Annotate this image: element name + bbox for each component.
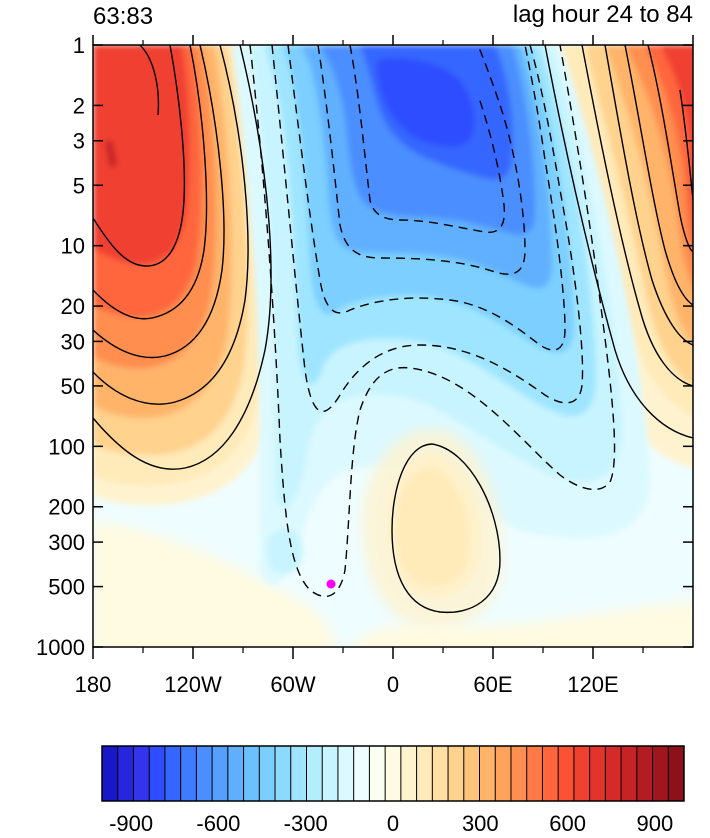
field-cream-lower xyxy=(93,520,338,647)
colorbar-bin-2 xyxy=(133,746,150,801)
contour-neg-4 xyxy=(317,45,526,275)
y-tick-label-9: 200 xyxy=(48,495,85,520)
x-axis: 180 120W 60W 0 60E 120E xyxy=(75,35,694,697)
field-lower-positive-core xyxy=(395,468,469,587)
contour-west-2 xyxy=(93,45,249,405)
colorbar-bin-36 xyxy=(668,746,685,801)
x-tick-label-2: 60W xyxy=(270,672,315,697)
contour-east-6 xyxy=(679,89,693,201)
colorbar-bin-7 xyxy=(212,746,229,801)
colorbar-bin-35 xyxy=(652,746,669,801)
y-tick-label-5: 20 xyxy=(61,294,85,319)
colorbar-bin-0 xyxy=(102,746,119,801)
field-small-negative xyxy=(266,529,304,575)
colorbar-bin-23 xyxy=(463,746,481,801)
colorbar-bin-24 xyxy=(479,746,496,801)
x-tick-label-3: 0 xyxy=(387,672,399,697)
contour-west-4 xyxy=(93,45,208,320)
contour-west-5 xyxy=(93,45,186,267)
colorbar-bin-8 xyxy=(227,746,245,801)
y-tick-label-2: 3 xyxy=(73,129,85,154)
colorbar-bin-17 xyxy=(369,746,386,801)
colorbar-label-4: 300 xyxy=(462,811,499,836)
colorbar-bin-29 xyxy=(558,746,575,801)
colorbar-bin-34 xyxy=(636,746,654,801)
contours-positive xyxy=(93,45,693,614)
colorbar-bin-16 xyxy=(353,746,370,801)
colorbar-bin-15 xyxy=(337,746,355,801)
contour-west-1 xyxy=(93,45,272,470)
colorbar-bin-14 xyxy=(322,746,339,801)
contour-east-2 xyxy=(581,45,693,387)
colorbar-bin-13 xyxy=(306,746,323,801)
colorbar-bin-11 xyxy=(275,746,292,801)
y-tick-label-10: 300 xyxy=(48,530,85,555)
colorbar-bin-4 xyxy=(164,746,182,801)
colorbar-bin-18 xyxy=(385,746,402,801)
colorbar-bin-21 xyxy=(432,746,449,801)
y-tick-label-12: 1000 xyxy=(36,635,85,660)
x-tick-label-4: 60E xyxy=(473,672,512,697)
colorbar-bin-30 xyxy=(573,746,591,801)
colorbar-label-6: 900 xyxy=(637,811,674,836)
colorbar-frame xyxy=(101,745,685,802)
location-marker xyxy=(326,579,336,589)
colorbar-bin-31 xyxy=(589,746,606,801)
x-tick-label-0: 180 xyxy=(75,672,112,697)
y-tick-label-6: 30 xyxy=(61,329,85,354)
contour-west-6 xyxy=(139,45,160,116)
colorbar-bin-9 xyxy=(243,746,260,801)
y-tick-label-1: 2 xyxy=(73,93,85,118)
colorbar-bin-26 xyxy=(510,746,528,801)
colorbar-bin-10 xyxy=(259,746,276,801)
chart-title-right: lag hour 24 to 84 xyxy=(513,1,693,28)
field-west-positive xyxy=(93,45,276,506)
y-tick-label-0: 1 xyxy=(73,33,85,58)
contour-neg-3 xyxy=(287,45,566,351)
y-tick-label-8: 100 xyxy=(48,434,85,459)
contour-east-5 xyxy=(647,45,693,253)
contour-neg-5 xyxy=(349,45,506,233)
contour-neg-1 xyxy=(249,45,616,598)
colorbar-bin-32 xyxy=(605,746,622,801)
contour-east-4 xyxy=(624,45,693,306)
colorbar-bin-28 xyxy=(542,746,559,801)
colorbar-bin-6 xyxy=(196,746,213,801)
plot-area xyxy=(93,45,693,647)
field-cream-right xyxy=(350,600,693,647)
y-tick-label-11: 500 xyxy=(48,575,85,600)
field-central-negative xyxy=(232,45,651,585)
colorbar-bin-12 xyxy=(290,746,307,801)
contour-west-3 xyxy=(93,45,225,359)
colorbar-bin-22 xyxy=(448,746,465,801)
y-tick-label-7: 50 xyxy=(61,374,85,399)
colorbar-bin-33 xyxy=(621,746,638,801)
contour-neg-2 xyxy=(271,45,584,413)
colorbar-label-2: -300 xyxy=(284,811,328,836)
colorbar-bin-1 xyxy=(117,746,134,801)
contour-east-1 xyxy=(544,45,693,439)
colorbar-bin-25 xyxy=(495,746,512,801)
contour-east-3 xyxy=(604,45,693,346)
y-tick-label-4: 10 xyxy=(61,234,85,259)
colorbar-bin-19 xyxy=(400,746,418,801)
x-tick-label-5: 120E xyxy=(567,672,618,697)
colorbar-label-1: -600 xyxy=(196,811,240,836)
y-tick-label-3: 5 xyxy=(73,173,85,198)
chart-title-left: 63:83 xyxy=(93,3,153,30)
colorbar-label-3: 0 xyxy=(387,811,399,836)
colorbar-bin-3 xyxy=(149,746,166,801)
colorbar-label-0: -900 xyxy=(109,811,153,836)
x-tick-label-1: 120W xyxy=(164,672,222,697)
colorbar-bin-27 xyxy=(526,746,543,801)
colorbar-label-5: 600 xyxy=(549,811,586,836)
colorbar-bin-5 xyxy=(180,746,197,801)
y-axis: 1 2 3 5 10 20 30 50 100 200 300 500 1000 xyxy=(36,33,693,660)
contours-negative xyxy=(249,45,616,598)
colorbar: -900 -600 -300 0 300 600 900 xyxy=(101,745,685,836)
contour-lower-center xyxy=(391,443,501,614)
colorbar-bin-20 xyxy=(416,746,433,801)
